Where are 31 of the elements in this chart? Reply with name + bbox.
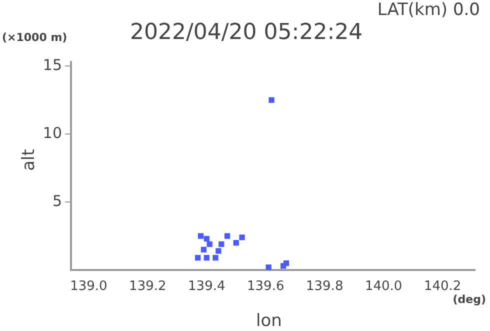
- x-tick-label: 139.8: [306, 279, 344, 294]
- x-axis-title: lon: [256, 311, 282, 331]
- point: [233, 240, 239, 246]
- point: [216, 248, 222, 254]
- point: [206, 241, 212, 247]
- y-axis-title: alt: [18, 149, 39, 171]
- point: [200, 246, 207, 252]
- chart-subtitle: LAT(km) 0.0: [377, 0, 480, 20]
- point: [224, 233, 230, 239]
- x-tick-label: 139.2: [129, 279, 166, 294]
- y-tick-label: 5: [52, 192, 62, 210]
- x-tick-label: 139.4: [188, 279, 226, 294]
- text: (×1000 m): [2, 31, 68, 44]
- point: [218, 241, 224, 247]
- point: [268, 97, 274, 103]
- point: [212, 254, 218, 261]
- point: [204, 254, 210, 261]
- point: [194, 254, 201, 261]
- point: [239, 234, 245, 240]
- chart-title: 2022/04/20 05:22:24: [130, 20, 363, 45]
- text: (deg): [452, 293, 486, 306]
- x-tick-label: 140.2: [424, 279, 462, 294]
- y-tick-label: 10: [42, 124, 62, 142]
- y-tick-label: 15: [42, 56, 62, 74]
- x-tick-label: 140.0: [364, 279, 402, 294]
- x-tick-label: 139.6: [247, 279, 284, 294]
- point: [198, 233, 204, 239]
- point: [283, 260, 290, 266]
- x-tick-label: 139.0: [70, 279, 108, 294]
- point: [266, 264, 272, 270]
- point: [204, 236, 210, 242]
